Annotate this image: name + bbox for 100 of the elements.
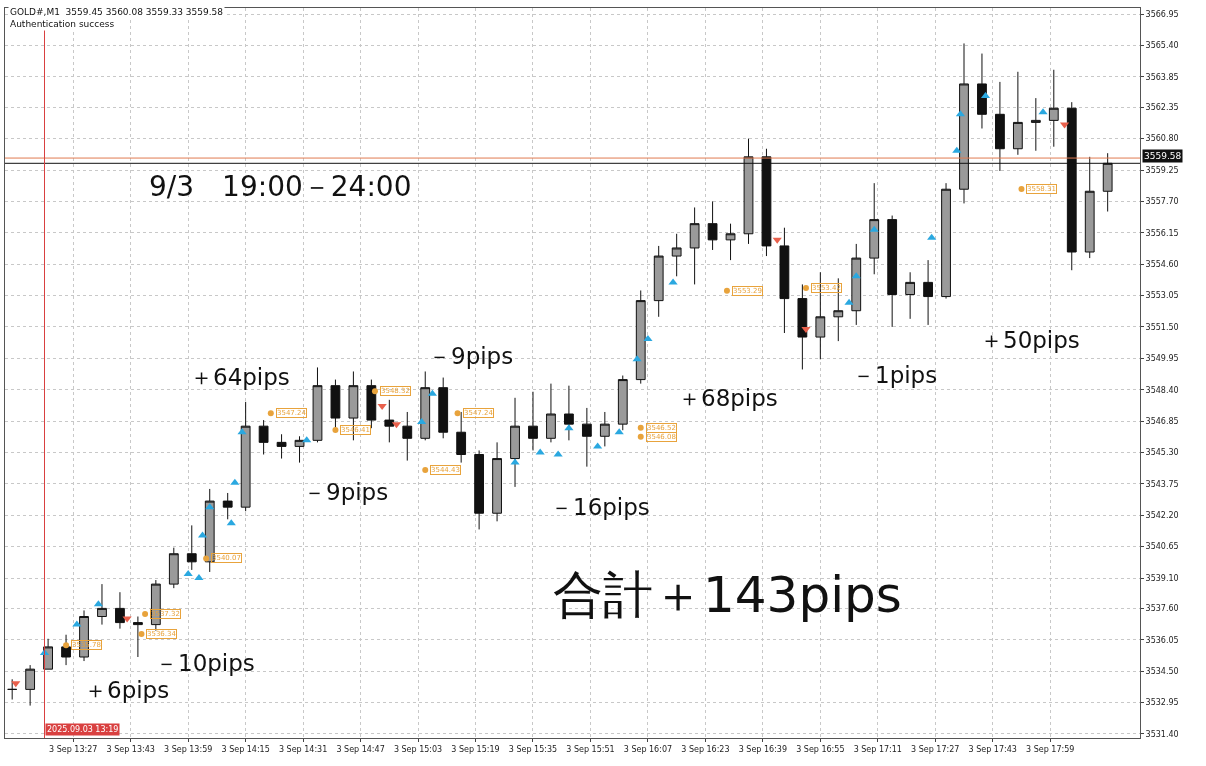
y-tick-label: 3532.95 — [1145, 698, 1179, 708]
point — [422, 467, 429, 474]
point — [643, 335, 653, 342]
point — [377, 403, 387, 410]
candlestick — [276, 433, 287, 460]
point — [230, 478, 240, 485]
point — [138, 630, 145, 637]
candlestick — [528, 391, 538, 451]
x-tick-label: 3 Sep 16:55 — [796, 744, 845, 754]
point — [952, 146, 962, 153]
candlestick — [258, 419, 269, 455]
candlestick — [923, 259, 933, 326]
x-tick-label: 3 Sep 15:51 — [566, 744, 615, 754]
candlestick — [492, 441, 502, 522]
y-tick-label: 3560.80 — [1145, 134, 1179, 144]
x-tick-label: 3 Sep 16:39 — [738, 744, 788, 754]
x-tick-label: 3 Sep 15:19 — [451, 744, 500, 754]
candlestick — [510, 397, 520, 488]
point — [203, 555, 210, 562]
x-tick-label: 3 Sep 14:47 — [336, 744, 385, 754]
y-tick-label: 3565.40 — [1145, 41, 1179, 51]
y-tick-label: 3566.95 — [1145, 9, 1179, 19]
annotation: ＋64pips — [190, 364, 290, 390]
point — [869, 225, 879, 232]
x-tick-label: 3 Sep 14:15 — [221, 744, 270, 754]
y-tick-label: 3534.50 — [1145, 666, 1179, 676]
candlestick — [222, 492, 233, 520]
point — [454, 410, 461, 417]
annotation: －1pips — [852, 362, 938, 388]
y-tick-label: 3548.40 — [1145, 385, 1179, 395]
candlestick — [330, 379, 341, 431]
annotation: Authentication success — [10, 19, 115, 29]
x-tick-label: 3 Sep 14:31 — [278, 744, 328, 754]
point — [802, 285, 809, 292]
x-tick-label: 3 Sep 17:43 — [968, 744, 1017, 754]
y-tick-label: 3545.30 — [1145, 448, 1179, 458]
x-tick-label: 3 Sep 16:07 — [623, 744, 673, 754]
point — [11, 681, 21, 688]
y-tick-label: 3559.25 — [1145, 165, 1179, 175]
candlestick — [887, 215, 898, 328]
y-tick-label: 3549.95 — [1145, 354, 1179, 364]
point — [267, 410, 274, 417]
chart-title: GOLD#,M1 3559.45 3560.08 3559.33 3559.58 — [10, 7, 224, 17]
point — [723, 287, 730, 294]
annotation: ＋6pips — [84, 677, 170, 703]
candlestick — [653, 245, 664, 318]
x-tick-label: 3 Sep 15:35 — [508, 744, 558, 754]
annotation: ＋68pips — [678, 385, 778, 411]
y-tick-label: 3553.05 — [1145, 291, 1179, 301]
y-tick-label: 3557.70 — [1145, 197, 1179, 207]
point — [772, 237, 782, 244]
text: 9/3 19:00－24:00 — [149, 170, 412, 203]
candlestick — [617, 375, 628, 431]
point — [844, 298, 854, 305]
point — [553, 450, 563, 457]
candlestick — [689, 206, 700, 285]
candlestick — [581, 407, 592, 468]
y-tick-label: 3539.10 — [1145, 573, 1179, 583]
y-tick-label: 3562.35 — [1145, 103, 1179, 113]
candlestick — [671, 233, 682, 277]
annotation: －10pips — [155, 650, 255, 676]
x-tick-label: 3 Sep 16:23 — [681, 744, 730, 754]
y-tick-label: 3556.15 — [1145, 228, 1179, 238]
point — [510, 458, 520, 465]
y-tick-label: 3563.85 — [1145, 72, 1179, 82]
point — [205, 503, 215, 510]
y-tick-label: 3546.85 — [1145, 416, 1179, 426]
point — [371, 388, 378, 395]
x-tick-label: 3 Sep 17:59 — [1026, 744, 1075, 754]
x-tick-label: 3 Sep 17:27 — [911, 744, 960, 754]
y-tick-label: 3551.50 — [1145, 322, 1179, 332]
annotation: －16pips — [550, 494, 650, 520]
point — [332, 427, 339, 433]
point — [801, 326, 811, 333]
candlestick — [905, 271, 916, 320]
point — [637, 424, 644, 431]
ref-line-label: 2025.09.03 13:19 — [47, 725, 119, 734]
point — [927, 233, 937, 240]
candlestick — [546, 383, 556, 443]
annotation: ＋50pips — [980, 327, 1080, 353]
y-tick-label: 3543.75 — [1145, 479, 1179, 489]
point — [142, 611, 149, 618]
point — [637, 433, 644, 440]
point — [72, 620, 82, 627]
point — [63, 642, 70, 649]
x-tick-label: 3 Sep 15:03 — [393, 744, 443, 754]
annotation: －9pips — [303, 479, 389, 505]
candlestick — [168, 547, 179, 589]
y-tick-label: 3554.60 — [1145, 259, 1179, 269]
x-tick-label: 3 Sep 13:43 — [106, 744, 155, 754]
x-tick-label: 3 Sep 17:11 — [853, 744, 902, 754]
y-tick-label: 3540.65 — [1145, 542, 1179, 552]
y-tick-label: 3536.05 — [1145, 635, 1179, 645]
candlestick — [474, 449, 485, 530]
point — [194, 574, 204, 581]
point — [1018, 186, 1025, 193]
candlestick — [725, 223, 736, 261]
x-tick-label: 3 Sep 13:59 — [164, 744, 213, 754]
candlestick — [1012, 71, 1023, 156]
annotation: －9pips — [428, 343, 514, 369]
